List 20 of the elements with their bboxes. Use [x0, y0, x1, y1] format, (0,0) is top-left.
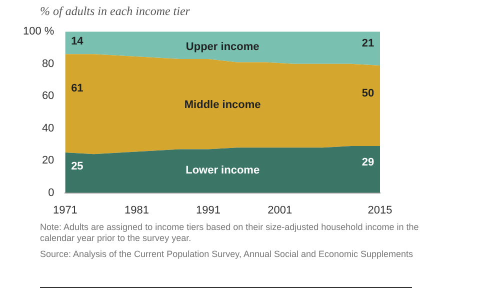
x-tick-label: 1971	[52, 204, 78, 216]
data-label: 29	[362, 156, 374, 168]
data-label: 25	[71, 160, 84, 173]
x-tick-label: 2001	[268, 204, 292, 216]
text: Note: Adults are assigned to income tiers based on their size-adjusted household income in the calendar year prior to the survey year.	[40, 222, 420, 244]
data-label: 50	[362, 88, 374, 100]
data-label: 61	[71, 82, 84, 95]
y-tick-label: 80	[42, 58, 54, 70]
y-tick-label: 100 %	[22, 26, 54, 38]
y-tick-label: 0	[48, 186, 54, 199]
chart-subtitle: % of adults in each income tier	[40, 4, 190, 19]
x-tick-label: 2015	[368, 204, 392, 216]
series-label: Middle income	[184, 98, 261, 111]
source-note: Source: Analysis of the Current Population Survey, Annual Social and Economic Supplements	[40, 248, 414, 260]
series-label: Lower income	[186, 164, 260, 176]
y-tick-label: 40	[42, 122, 54, 134]
x-tick-label: 1991	[196, 204, 221, 216]
y-tick-label: 60	[42, 90, 54, 102]
y-tick-label: 20	[42, 154, 54, 167]
x-tick-label: 1981	[124, 204, 149, 216]
